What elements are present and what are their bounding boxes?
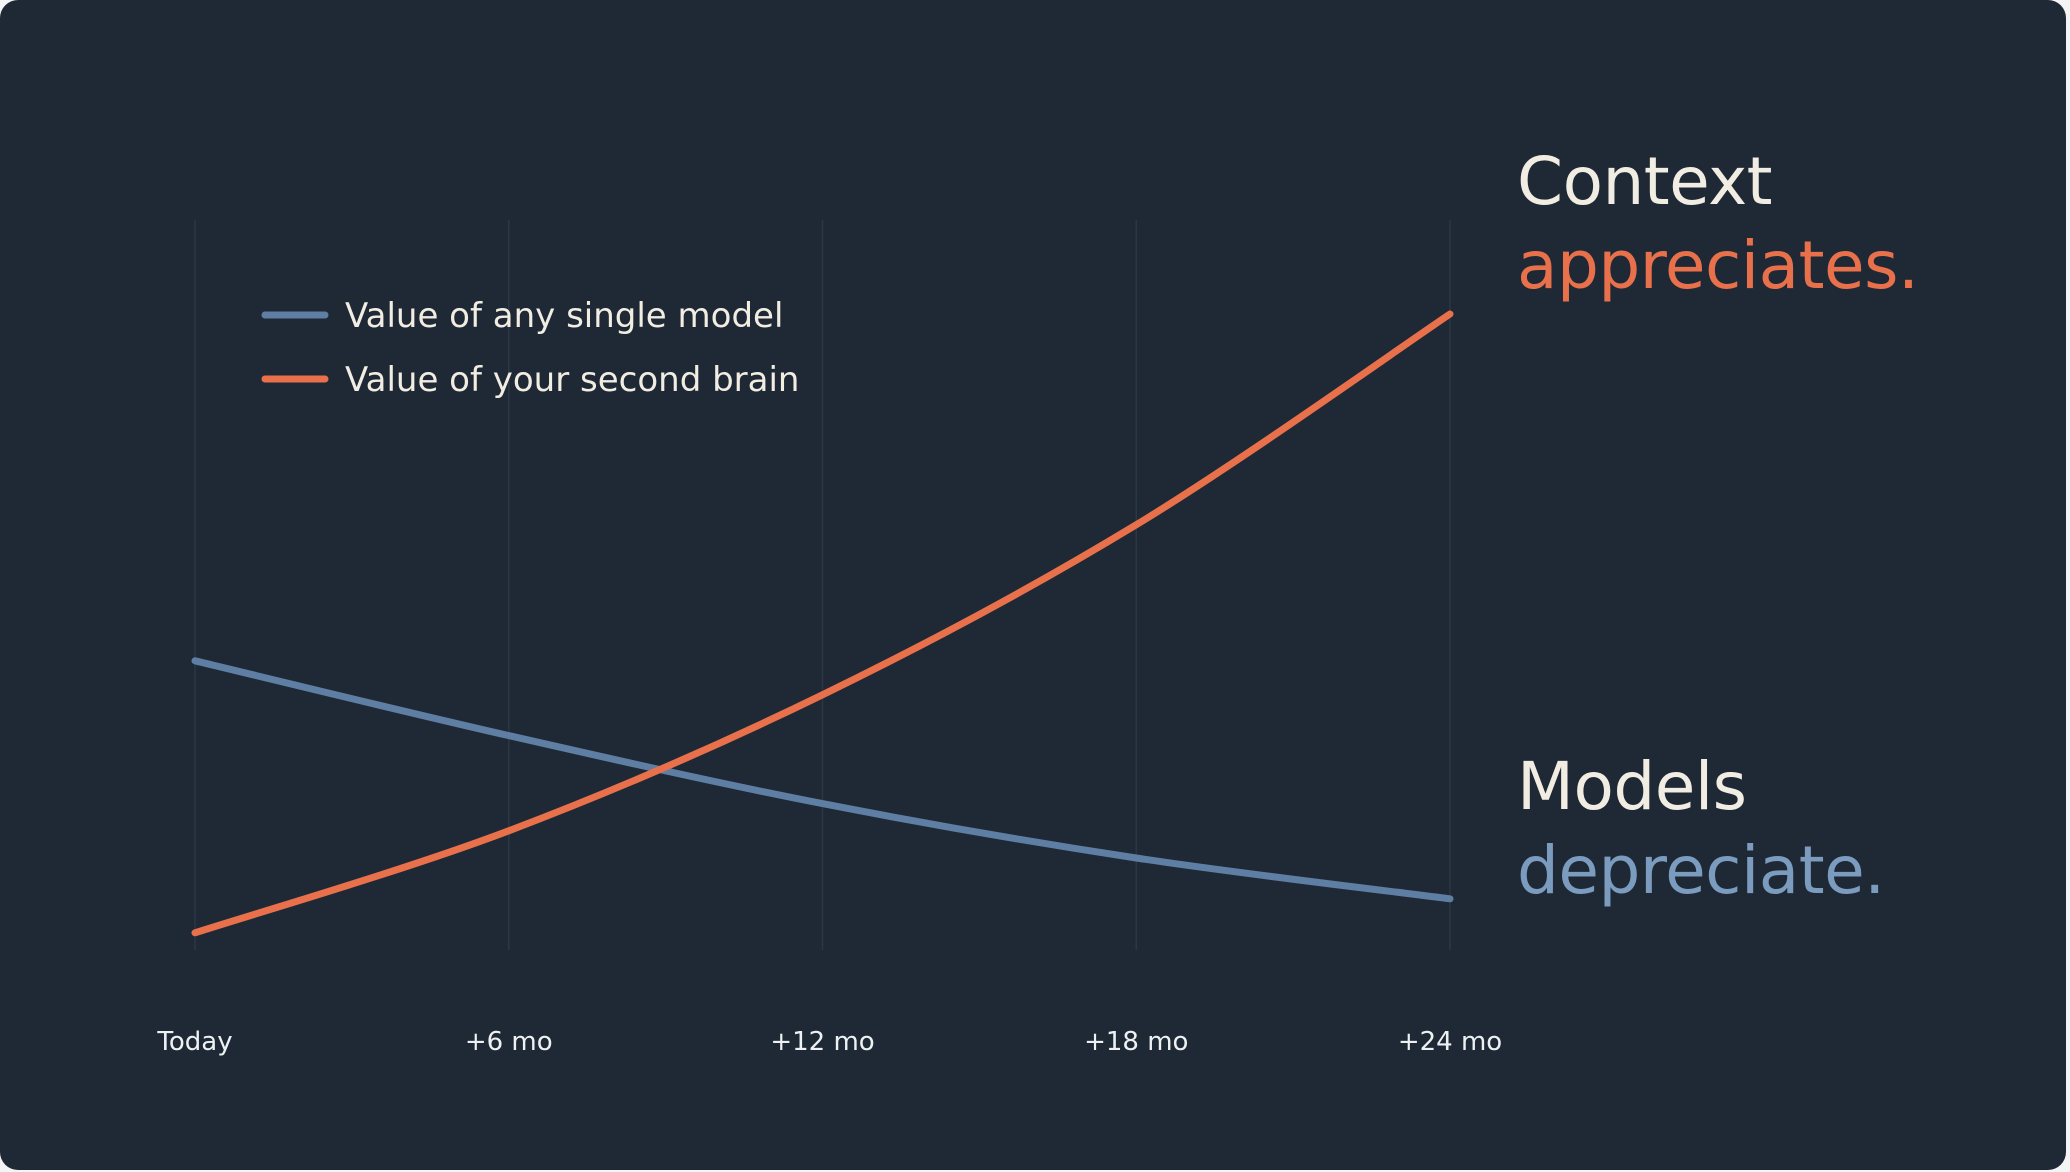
x-tick-label-6-mo: +6 mo — [465, 1027, 553, 1057]
x-tick-label-18-mo: +18 mo — [1084, 1027, 1188, 1057]
models-callout: Models depreciate. — [1517, 745, 1885, 913]
x-tick-label-24-mo: +24 mo — [1398, 1027, 1502, 1057]
context-callout-title: Context — [1517, 143, 1773, 220]
models-callout-subtitle: depreciate. — [1517, 832, 1885, 909]
legend: Value of any single model Value of your s… — [261, 296, 799, 400]
models-callout-title: Models — [1517, 748, 1747, 825]
x-tick-label-12-mo: +12 mo — [770, 1027, 874, 1057]
series-lines — [191, 310, 1454, 937]
context-callout-subtitle: appreciates. — [1517, 227, 1919, 304]
legend-label-value-of-any-single-model: Value of any single model — [345, 296, 783, 336]
legend-label-value-of-your-second-brain: Value of your second brain — [345, 360, 799, 400]
series-line-value-of-any-single-model — [191, 657, 1454, 903]
x-tick-label-today: Today — [156, 1027, 232, 1057]
context-callout: Context appreciates. — [1517, 140, 1919, 308]
series-line-value-of-your-second-brain — [191, 310, 1454, 937]
x-axis-tick-labels: Today +6 mo +12 mo +18 mo +24 mo — [156, 1027, 1502, 1057]
